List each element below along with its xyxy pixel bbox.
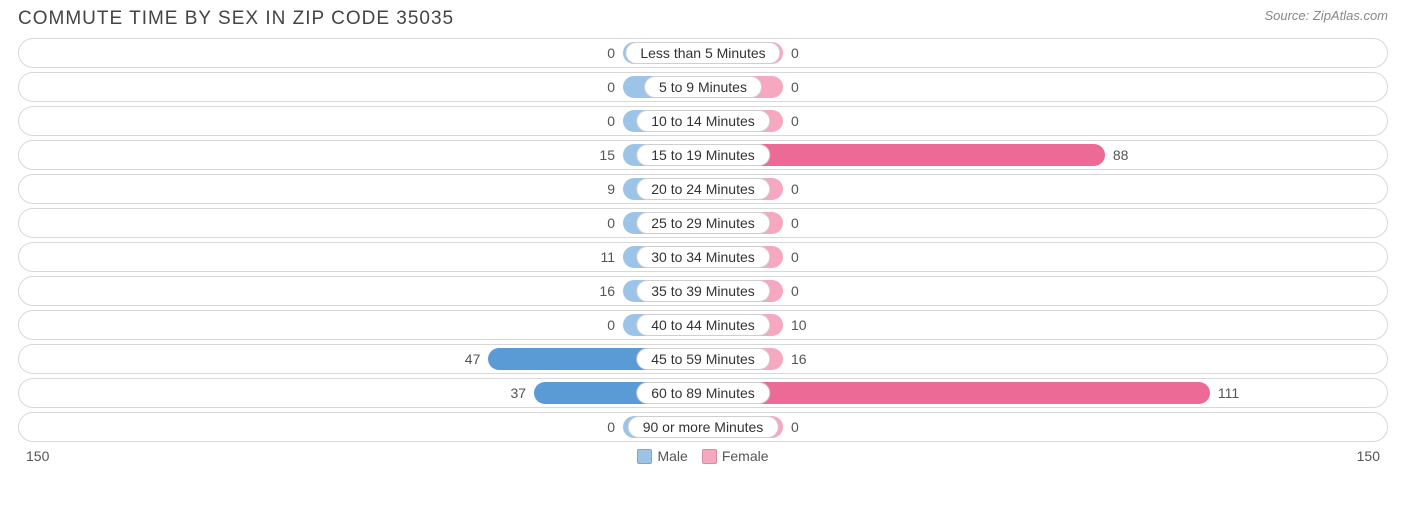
value-female: 0 [791, 79, 799, 95]
chart-row: 10 to 14 Minutes 0 0 [18, 106, 1388, 136]
category-label: 45 to 59 Minutes [636, 348, 770, 370]
chart-row: 20 to 24 Minutes 9 0 [18, 174, 1388, 204]
chart-row: 15 to 19 Minutes 15 88 [18, 140, 1388, 170]
chart-row: Less than 5 Minutes 0 0 [18, 38, 1388, 68]
legend: Male Female [637, 448, 768, 464]
chart-row: 90 or more Minutes 0 0 [18, 412, 1388, 442]
value-male: 0 [607, 113, 615, 129]
category-label: Less than 5 Minutes [625, 42, 780, 64]
value-male: 16 [599, 283, 615, 299]
legend-item: Male [637, 448, 687, 464]
value-male: 9 [607, 181, 615, 197]
category-label: 40 to 44 Minutes [636, 314, 770, 336]
value-male: 47 [465, 351, 481, 367]
chart-footer: 150 Male Female 150 [0, 446, 1406, 464]
legend-label: Male [657, 448, 687, 464]
value-male: 0 [607, 419, 615, 435]
legend-swatch [637, 449, 652, 464]
value-male: 0 [607, 45, 615, 61]
legend-swatch [702, 449, 717, 464]
value-male: 37 [510, 385, 526, 401]
category-label: 5 to 9 Minutes [644, 76, 762, 98]
chart-row: 60 to 89 Minutes 37 111 [18, 378, 1388, 408]
chart-row: 5 to 9 Minutes 0 0 [18, 72, 1388, 102]
value-female: 111 [1218, 385, 1239, 401]
chart-header: COMMUTE TIME BY SEX IN ZIP CODE 35035 So… [0, 0, 1406, 34]
category-label: 25 to 29 Minutes [636, 212, 770, 234]
value-male: 0 [607, 215, 615, 231]
value-female: 10 [791, 317, 807, 333]
value-female: 0 [791, 45, 799, 61]
value-female: 0 [791, 181, 799, 197]
chart-row: 40 to 44 Minutes 0 10 [18, 310, 1388, 340]
value-female: 0 [791, 215, 799, 231]
chart-title: COMMUTE TIME BY SEX IN ZIP CODE 35035 [18, 8, 454, 30]
category-label: 35 to 39 Minutes [636, 280, 770, 302]
value-male: 11 [600, 249, 615, 265]
bar-female [703, 382, 1210, 404]
legend-item: Female [702, 448, 769, 464]
axis-left-max: 150 [26, 448, 49, 464]
value-male: 0 [607, 317, 615, 333]
chart-source: Source: ZipAtlas.com [1264, 8, 1388, 23]
chart-row: 45 to 59 Minutes 47 16 [18, 344, 1388, 374]
legend-label: Female [722, 448, 769, 464]
chart-row: 30 to 34 Minutes 11 0 [18, 242, 1388, 272]
category-label: 20 to 24 Minutes [636, 178, 770, 200]
chart-row: 25 to 29 Minutes 0 0 [18, 208, 1388, 238]
value-female: 0 [791, 113, 799, 129]
chart-row: 35 to 39 Minutes 16 0 [18, 276, 1388, 306]
category-label: 10 to 14 Minutes [636, 110, 770, 132]
value-female: 0 [791, 249, 799, 265]
chart-area: Less than 5 Minutes005 to 9 Minutes0010 … [0, 34, 1406, 442]
value-female: 0 [791, 419, 799, 435]
category-label: 30 to 34 Minutes [636, 246, 770, 268]
value-female: 88 [1113, 147, 1129, 163]
value-female: 16 [791, 351, 807, 367]
value-male: 0 [607, 79, 615, 95]
value-female: 0 [791, 283, 799, 299]
value-male: 15 [599, 147, 615, 163]
axis-right-max: 150 [1357, 448, 1380, 464]
category-label: 15 to 19 Minutes [636, 144, 770, 166]
category-label: 90 or more Minutes [628, 416, 779, 438]
category-label: 60 to 89 Minutes [636, 382, 770, 404]
